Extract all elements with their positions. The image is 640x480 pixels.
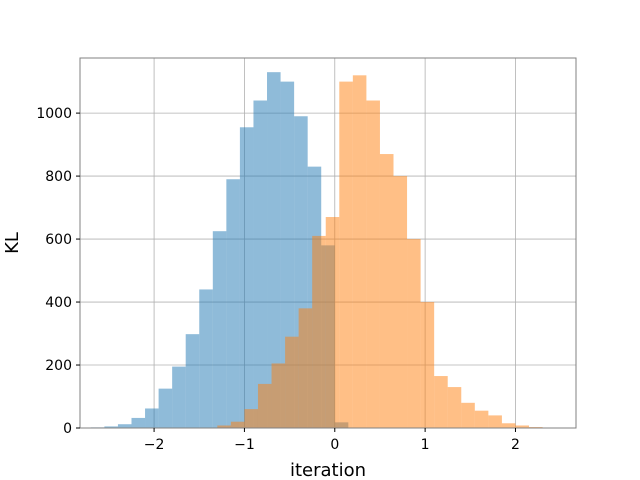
- histogram-bar: [474, 410, 489, 428]
- histogram-bar: [352, 75, 367, 428]
- histogram-bar: [239, 127, 254, 428]
- x-tick-label: 2: [511, 437, 520, 453]
- histogram-bar: [285, 336, 299, 428]
- y-axis-label: KL: [2, 232, 23, 254]
- histogram-bar: [158, 388, 173, 428]
- histogram-bar: [447, 387, 462, 428]
- histogram-bars: [90, 72, 543, 429]
- histogram-bar: [407, 239, 421, 428]
- histogram-bar: [501, 423, 516, 428]
- histogram-bar: [172, 366, 186, 428]
- histogram-bar: [434, 376, 448, 428]
- x-tick-label: −1: [234, 437, 255, 453]
- y-tick-label: 600: [45, 232, 72, 248]
- histogram-bar: [298, 308, 313, 428]
- x-tick-label: −2: [144, 437, 165, 453]
- plot-frame: [79, 57, 577, 429]
- y-tick-label: 200: [45, 358, 72, 374]
- histogram-bar: [461, 402, 475, 428]
- y-tick-label: 1000: [36, 106, 72, 122]
- histogram-bar: [230, 421, 245, 428]
- histogram-bar: [104, 426, 118, 428]
- histogram-bar: [271, 363, 286, 428]
- x-tick-label: 0: [330, 437, 339, 453]
- histogram-bar: [366, 100, 380, 429]
- axis-ticks: −2 −1 0 1 2 0 200 400 600 800 1000: [36, 106, 520, 453]
- histogram-bar: [244, 409, 258, 428]
- histogram-bar: [199, 289, 213, 428]
- histogram-bar: [515, 425, 530, 428]
- histogram-bar: [226, 179, 240, 428]
- histogram-bar: [257, 383, 272, 428]
- histogram-bar: [267, 72, 281, 428]
- histogram-bar: [420, 302, 435, 428]
- histogram-bar: [212, 231, 227, 428]
- x-tick-label: 1: [421, 437, 430, 453]
- histogram-bar: [488, 415, 502, 428]
- histogram-bar: [339, 81, 353, 429]
- histogram-bar: [131, 417, 146, 428]
- y-tick-label: 800: [45, 169, 72, 185]
- x-axis-label: iteration: [290, 460, 366, 480]
- histogram-bar: [325, 217, 340, 428]
- histogram-bar: [312, 235, 326, 428]
- y-tick-label: 0: [63, 421, 72, 437]
- histogram-bar: [185, 334, 200, 428]
- histogram-bar: [217, 425, 231, 428]
- histogram-bar: [393, 176, 408, 428]
- histogram-bar: [379, 154, 394, 429]
- y-tick-label: 400: [45, 295, 72, 311]
- histogram-bar: [253, 100, 268, 429]
- histogram-bar: [145, 408, 159, 428]
- histogram-bar: [117, 424, 132, 428]
